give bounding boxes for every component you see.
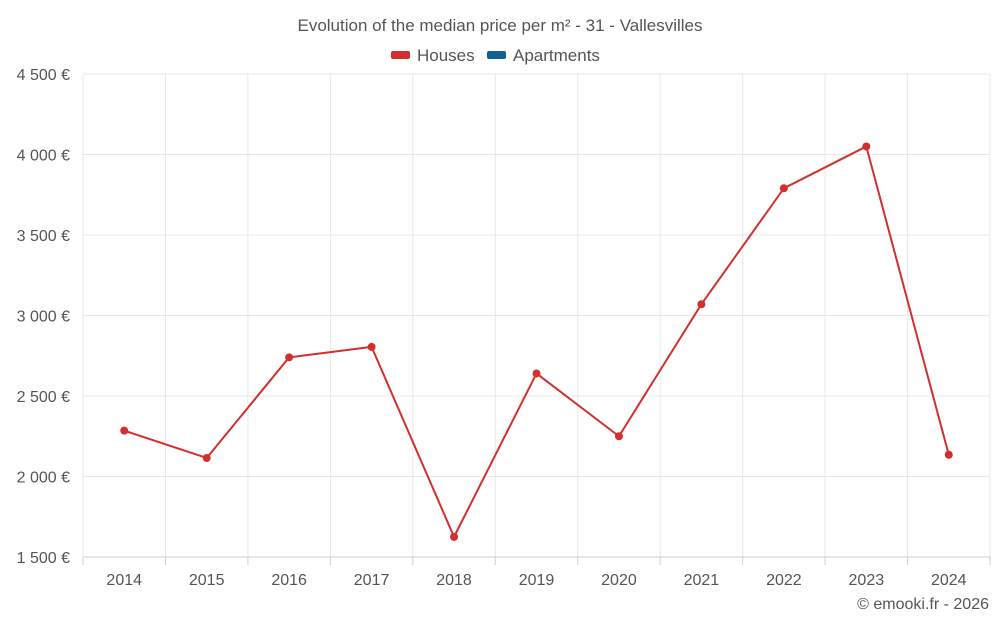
x-tick-label: 2019 bbox=[519, 572, 555, 589]
x-tick-label: 2015 bbox=[189, 572, 225, 589]
x-tick-label: 2021 bbox=[684, 572, 720, 589]
data-point[interactable] bbox=[862, 142, 871, 151]
chart-title: Evolution of the median price per m² - 3… bbox=[297, 16, 702, 35]
y-tick-label: 1 500 € bbox=[17, 550, 70, 567]
x-tick-label: 2022 bbox=[766, 572, 802, 589]
grid bbox=[82, 73, 991, 565]
series-layer bbox=[120, 142, 953, 541]
data-point[interactable] bbox=[532, 369, 541, 378]
y-tick-label: 2 500 € bbox=[17, 389, 70, 406]
credit-text: © emooki.fr - 2026 bbox=[857, 596, 989, 613]
y-tick-label: 4 500 € bbox=[17, 67, 70, 84]
y-tick-label: 2 000 € bbox=[17, 470, 70, 487]
data-point[interactable] bbox=[450, 532, 459, 541]
data-point[interactable] bbox=[285, 353, 294, 362]
legend-label: Houses bbox=[417, 46, 475, 65]
y-axis: 1 500 € 2 000 € 2 500 € 3 000 € 3 500 € 4 000… bbox=[17, 67, 70, 567]
x-axis: 2014 2015 2016 2017 2018 2019 2020 2021 2022 2023… bbox=[106, 572, 966, 589]
data-point[interactable] bbox=[944, 450, 953, 459]
data-point[interactable] bbox=[614, 432, 623, 441]
y-tick-label: 3 000 € bbox=[17, 309, 70, 326]
data-point[interactable] bbox=[367, 342, 376, 351]
y-tick-label: 3 500 € bbox=[17, 228, 70, 245]
legend-label: Apartments bbox=[513, 46, 600, 65]
legend-swatch bbox=[391, 51, 410, 59]
x-tick-label: 2014 bbox=[106, 572, 142, 589]
legend-swatch bbox=[487, 51, 506, 59]
x-tick-label: 2024 bbox=[931, 572, 967, 589]
x-tick-label: 2017 bbox=[354, 572, 390, 589]
data-point[interactable] bbox=[202, 453, 211, 462]
data-point[interactable] bbox=[697, 300, 706, 309]
data-point[interactable] bbox=[120, 426, 129, 435]
x-tick-label: 2023 bbox=[849, 572, 885, 589]
legend-item-houses[interactable]: Houses bbox=[391, 46, 475, 65]
x-tick-label: 2020 bbox=[601, 572, 637, 589]
legend-item-apartments[interactable]: Apartments bbox=[487, 46, 600, 65]
x-tick-label: 2016 bbox=[271, 572, 307, 589]
x-tick-label: 2018 bbox=[436, 572, 472, 589]
y-tick-label: 4 000 € bbox=[17, 148, 70, 165]
data-point[interactable] bbox=[779, 184, 788, 193]
legend: Houses Apartments bbox=[391, 46, 600, 65]
